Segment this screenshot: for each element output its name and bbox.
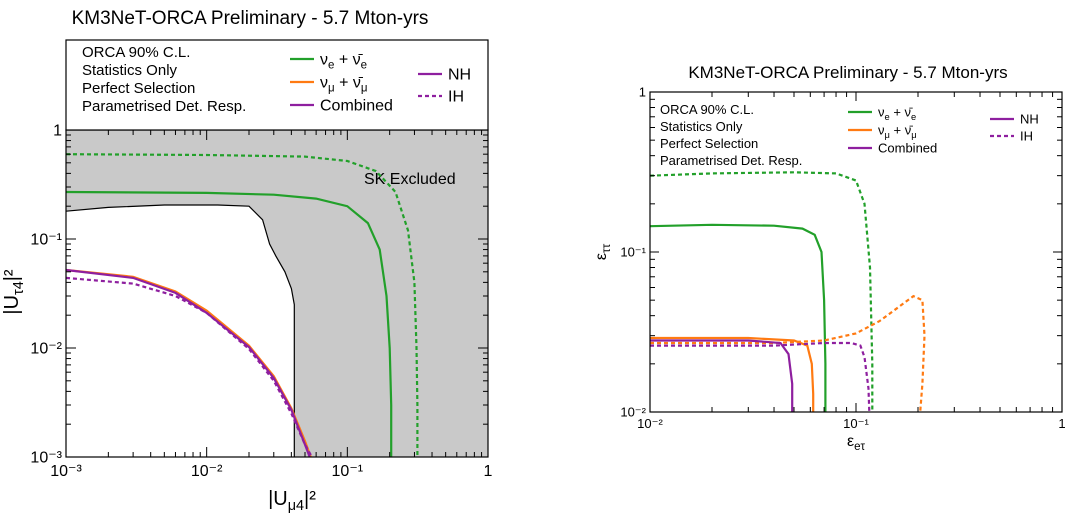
legend-info-line: Parametrised Det. Resp. [82, 98, 246, 115]
y-tick-label: 1 [639, 85, 646, 100]
x-tick-label: 10⁻³ [50, 463, 82, 480]
sk-exclusion-boundary [65, 204, 295, 457]
series-line-nue-ih [649, 171, 874, 412]
right-panel: KM3NeT-ORCA Preliminary - 5.7 Mton-yrs 10… [593, 63, 1066, 453]
x-axis-label: |Uμ4​|² [268, 488, 316, 514]
legend-label-nh: NH [1020, 112, 1039, 127]
sk-excluded-label: SK Excluded [364, 171, 456, 188]
legend-label-combined: Combined [320, 98, 393, 115]
series-group [649, 171, 926, 413]
y-axis-label: εττ​ [593, 243, 613, 260]
x-tick-label: 10⁻² [191, 463, 223, 480]
series-line-numu-nh [650, 336, 815, 412]
series-line-nue-nh [65, 190, 393, 457]
x-axis-label: εeτ​ [847, 433, 866, 453]
x-tick-label: 1 [484, 463, 493, 480]
legend: ORCA 90% C.L. Statistics Only Perfect Sele… [660, 102, 1039, 168]
legend-label-ih: IH [448, 89, 464, 106]
y-axis-label: |Uτ4​|² [1, 269, 27, 315]
y-tick-label: 10⁻¹ [620, 245, 646, 260]
legend-label-ih: IH [1020, 129, 1033, 144]
series-line-nue-ih [65, 153, 419, 457]
y-tick-label: 1 [53, 123, 62, 140]
y-tick-label: 10⁻¹ [30, 232, 62, 249]
chart-title: KM3NeT-ORCA Preliminary - 5.7 Mton-yrs [72, 8, 429, 29]
y-tick-label: 10⁻³ [30, 450, 62, 467]
legend-label-nh: NH [448, 67, 471, 84]
legend-label-numu: νμ​ + ν̄μ​ [878, 123, 917, 140]
series-line-nue-nh [649, 223, 827, 412]
legend-info-line: ORCA 90% C.L. [660, 102, 754, 117]
y-tick-label: 10⁻² [30, 341, 62, 358]
legend-info-line: Parametrised Det. Resp. [660, 153, 802, 168]
legend-info-line: Statistics Only [82, 62, 178, 79]
x-tick-label: 1 [1058, 416, 1065, 431]
series-line-numu-ih [650, 294, 926, 413]
left-panel: KM3NeT-ORCA Preliminary - 5.7 Mton-yrs SK… [1, 8, 493, 514]
legend-label-combined: Combined [878, 141, 937, 156]
series-line-combined-ih [650, 341, 871, 413]
series-line-combined-nh [650, 339, 794, 412]
x-tick-label: 10⁻¹ [332, 463, 364, 480]
legend-info-line: Statistics Only [660, 119, 743, 134]
legend-label-nue: νe​ + ν̄e​ [878, 105, 916, 122]
legend-label-nue: νe​ + ν̄e​ [320, 52, 367, 72]
x-tick-label: 10⁻² [637, 416, 663, 431]
series-group [65, 153, 419, 458]
legend-info-line: ORCA 90% C.L. [82, 44, 190, 61]
allowed-region [66, 205, 295, 457]
legend-info-line: Perfect Selection [660, 136, 758, 151]
y-tick-label: 10⁻² [620, 405, 646, 420]
chart-title: KM3NeT-ORCA Preliminary - 5.7 Mton-yrs [688, 63, 1007, 82]
series-line-combined-ih [65, 276, 313, 458]
legend-box [65, 39, 489, 131]
x-tick-label: 10⁻¹ [843, 416, 869, 431]
legend-label-numu: νμ​ + ν̄μ​ [320, 75, 368, 95]
legend-info-line: Perfect Selection [82, 80, 195, 97]
